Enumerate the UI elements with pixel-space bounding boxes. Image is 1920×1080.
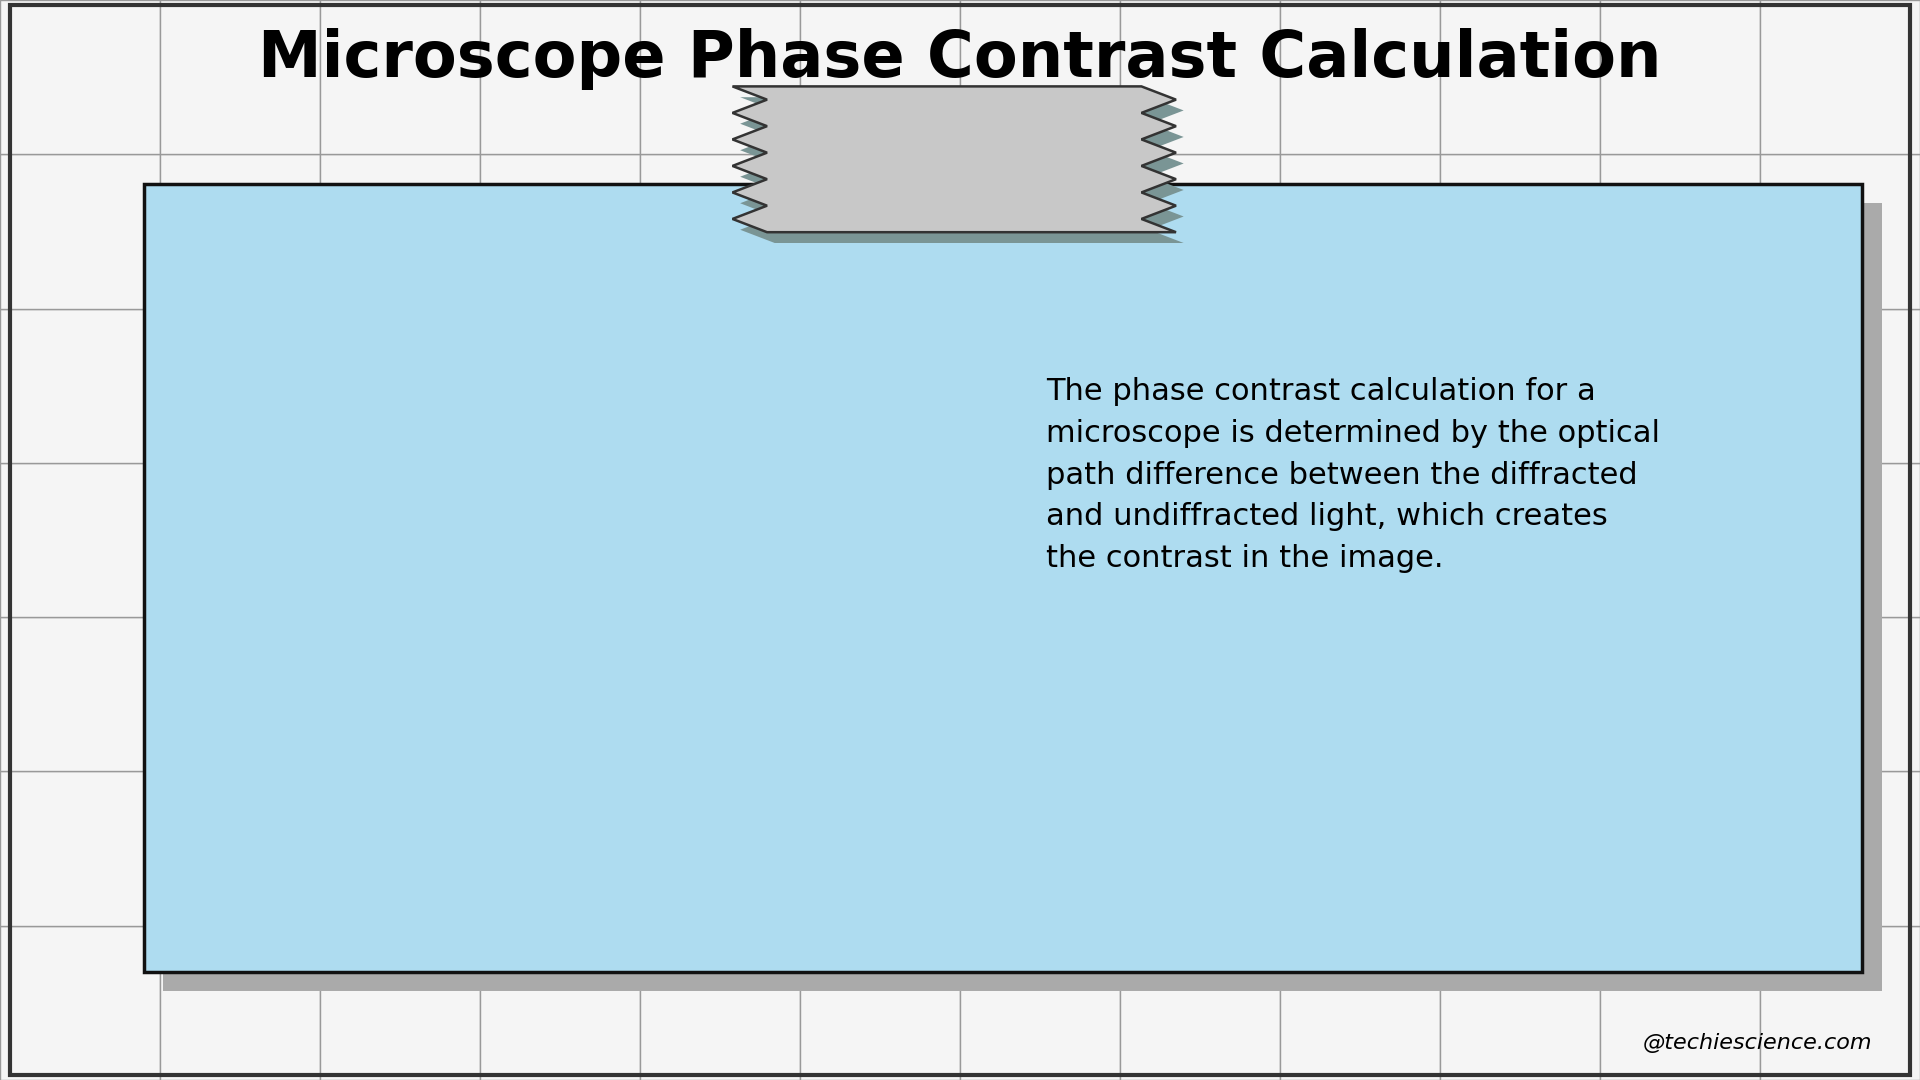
Bar [159, 771, 321, 926]
Text: The phase contrast calculation for a
microscope is determined by the optical
pat: The phase contrast calculation for a mic… [1046, 377, 1661, 573]
Bar [1440, 771, 1599, 926]
Bar [1761, 463, 1920, 617]
Bar [321, 617, 480, 771]
Bar [159, 926, 321, 1080]
Bar [1440, 154, 1599, 309]
Polygon shape [732, 86, 1175, 232]
Bar [1119, 0, 1281, 154]
Bar [159, 309, 321, 463]
Bar [960, 771, 1119, 926]
Bar [639, 617, 801, 771]
Bar [1119, 926, 1281, 1080]
Bar [1119, 154, 1281, 309]
Bar [1440, 0, 1599, 154]
Bar [801, 0, 960, 154]
Bar [801, 926, 960, 1080]
Bar [1761, 309, 1920, 463]
Bar [480, 771, 639, 926]
Bar [960, 154, 1119, 309]
Bar [1281, 309, 1440, 463]
Bar [159, 154, 321, 309]
Bar [0, 309, 159, 463]
Bar [801, 463, 960, 617]
Bar [639, 926, 801, 1080]
Bar [960, 0, 1119, 154]
Bar [159, 617, 321, 771]
Bar [1761, 926, 1920, 1080]
Bar [1440, 463, 1599, 617]
Bar [1440, 926, 1599, 1080]
Bar [1599, 771, 1761, 926]
Text: Microscope Phase Contrast Calculation: Microscope Phase Contrast Calculation [259, 28, 1661, 91]
Bar [1281, 617, 1440, 771]
Bar [1119, 617, 1281, 771]
Bar [960, 926, 1119, 1080]
Bar [1281, 154, 1440, 309]
Bar [480, 463, 639, 617]
Bar [1599, 0, 1761, 154]
Bar [159, 463, 321, 617]
Bar [639, 771, 801, 926]
Bar [480, 617, 639, 771]
Bar [321, 771, 480, 926]
Bar [0, 154, 159, 309]
Bar [0, 0, 159, 154]
Bar [480, 154, 639, 309]
Bar [639, 309, 801, 463]
Bar [321, 0, 480, 154]
Bar [1119, 771, 1281, 926]
Bar [1599, 154, 1761, 309]
Bar [0, 617, 159, 771]
Bar [1761, 617, 1920, 771]
Bar [960, 309, 1119, 463]
Bar [1761, 0, 1920, 154]
Bar [801, 309, 960, 463]
Bar [480, 926, 639, 1080]
Bar [1599, 617, 1761, 771]
Bar [1281, 463, 1440, 617]
Bar [1281, 771, 1440, 926]
Bar [801, 771, 960, 926]
Bar [144, 184, 1862, 972]
Bar [801, 617, 960, 771]
Bar [1119, 463, 1281, 617]
Bar [0, 463, 159, 617]
Bar [1119, 309, 1281, 463]
Bar [321, 926, 480, 1080]
Bar [163, 203, 1882, 991]
Text: @techiescience.com: @techiescience.com [1642, 1032, 1872, 1053]
Bar [480, 0, 639, 154]
Polygon shape [739, 97, 1183, 243]
Bar [960, 617, 1119, 771]
Bar [1440, 309, 1599, 463]
Bar [480, 309, 639, 463]
Bar [0, 926, 159, 1080]
Bar [1761, 771, 1920, 926]
Bar [1599, 926, 1761, 1080]
Bar [0, 771, 159, 926]
Bar [321, 309, 480, 463]
Bar [159, 0, 321, 154]
Bar [960, 463, 1119, 617]
Bar [321, 154, 480, 309]
Bar [321, 463, 480, 617]
Bar [801, 154, 960, 309]
Bar [1281, 926, 1440, 1080]
Bar [639, 154, 801, 309]
Bar [1761, 154, 1920, 309]
Bar [1281, 0, 1440, 154]
Bar [1440, 617, 1599, 771]
Bar [639, 463, 801, 617]
Bar [1599, 309, 1761, 463]
Bar [639, 0, 801, 154]
Bar [1599, 463, 1761, 617]
